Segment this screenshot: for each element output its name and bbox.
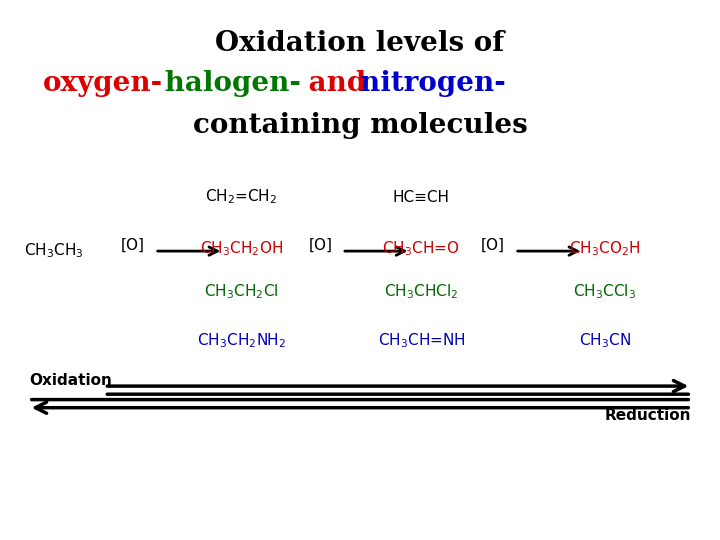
Text: Oxidation levels of: Oxidation levels of: [215, 30, 505, 57]
Text: CH$_3$CCl$_3$: CH$_3$CCl$_3$: [573, 282, 636, 301]
Text: oxygen-: oxygen-: [43, 70, 163, 97]
Text: halogen-: halogen-: [155, 70, 301, 97]
Text: nitrogen-: nitrogen-: [360, 70, 505, 97]
Text: CH$_3$CH$_2$Cl: CH$_3$CH$_2$Cl: [204, 282, 279, 301]
Text: and: and: [299, 70, 376, 97]
Text: containing molecules: containing molecules: [193, 112, 527, 139]
Text: CH$_3$CHCl$_2$: CH$_3$CHCl$_2$: [384, 282, 459, 301]
Text: Oxidation: Oxidation: [29, 373, 112, 388]
Text: [O]: [O]: [481, 238, 505, 253]
Text: CH$_3$CO$_2$H: CH$_3$CO$_2$H: [569, 239, 641, 258]
Text: HC≡CH: HC≡CH: [392, 190, 450, 205]
Text: CH$_3$CH$_3$: CH$_3$CH$_3$: [24, 242, 84, 260]
Text: CH$_3$CH=NH: CH$_3$CH=NH: [377, 331, 465, 349]
Text: [O]: [O]: [308, 238, 333, 253]
Text: CH$_3$CH=O: CH$_3$CH=O: [382, 239, 460, 258]
Text: CH$_3$CH$_2$NH$_2$: CH$_3$CH$_2$NH$_2$: [197, 331, 286, 349]
Text: CH$_2$=CH$_2$: CH$_2$=CH$_2$: [205, 188, 277, 206]
Text: CH$_3$CH$_2$OH: CH$_3$CH$_2$OH: [199, 239, 283, 258]
Text: Reduction: Reduction: [605, 408, 691, 423]
Text: CH$_3$CN: CH$_3$CN: [579, 331, 631, 349]
Text: [O]: [O]: [121, 238, 145, 253]
